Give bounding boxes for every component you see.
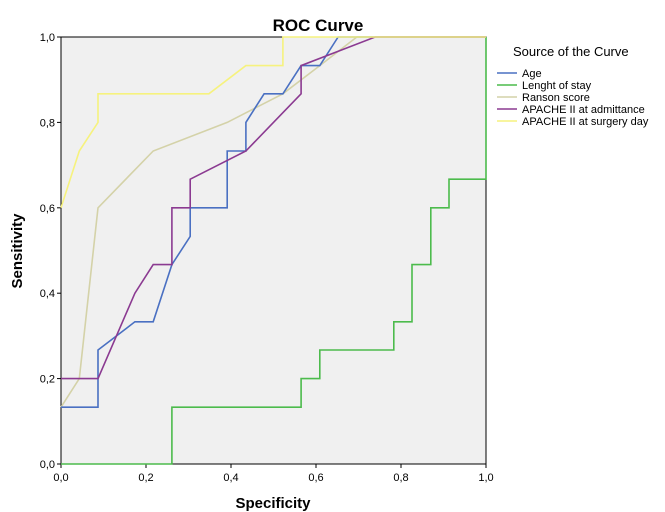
x-tick-label: 0,2 bbox=[138, 472, 153, 484]
series-line-apache-ii-at-admittance bbox=[61, 36, 486, 380]
series-lines bbox=[60, 36, 487, 465]
legend-entry-label: Ranson score bbox=[522, 92, 590, 104]
y-tick-label: 0,8 bbox=[40, 117, 55, 129]
chart-title: ROC Curve bbox=[273, 16, 364, 35]
y-tick-label: 0,2 bbox=[40, 374, 55, 386]
x-tick-label: 1,0 bbox=[478, 472, 493, 484]
x-axis-label: Specificity bbox=[235, 495, 311, 512]
series-line-ranson-score bbox=[60, 36, 486, 408]
series-line-lenght-of-stay bbox=[61, 37, 487, 465]
axis-ticks: 0,0 0,2 0,4 0,6 0,8 1,0 0,0 0,2 0,4 0,6 0,8 1,0 bbox=[40, 32, 494, 484]
legend-entry-label: Lenght of stay bbox=[522, 80, 592, 92]
plot-area bbox=[60, 36, 487, 465]
legend-entry-label: Age bbox=[522, 68, 542, 80]
series-line-apache-ii-at-surgery-day bbox=[60, 36, 486, 209]
legend-title: Source of the Curve bbox=[513, 44, 629, 59]
x-tick-label: 0,8 bbox=[393, 472, 408, 484]
x-tick-label: 0,4 bbox=[223, 472, 238, 484]
y-tick-label: 0,4 bbox=[40, 288, 55, 300]
y-tick-label: 1,0 bbox=[40, 32, 55, 44]
y-tick-label: 0,6 bbox=[40, 203, 55, 215]
series-line-age bbox=[61, 36, 486, 409]
x-tick-label: 0,6 bbox=[308, 472, 323, 484]
y-axis-label: Sensitivity bbox=[9, 213, 26, 289]
legend-entry-label: APACHE II at admittance bbox=[522, 104, 645, 116]
x-tick-label: 0,0 bbox=[53, 472, 68, 484]
y-tick-label: 0,0 bbox=[40, 459, 55, 471]
legend-entry-label: APACHE II at surgery day bbox=[522, 116, 649, 128]
